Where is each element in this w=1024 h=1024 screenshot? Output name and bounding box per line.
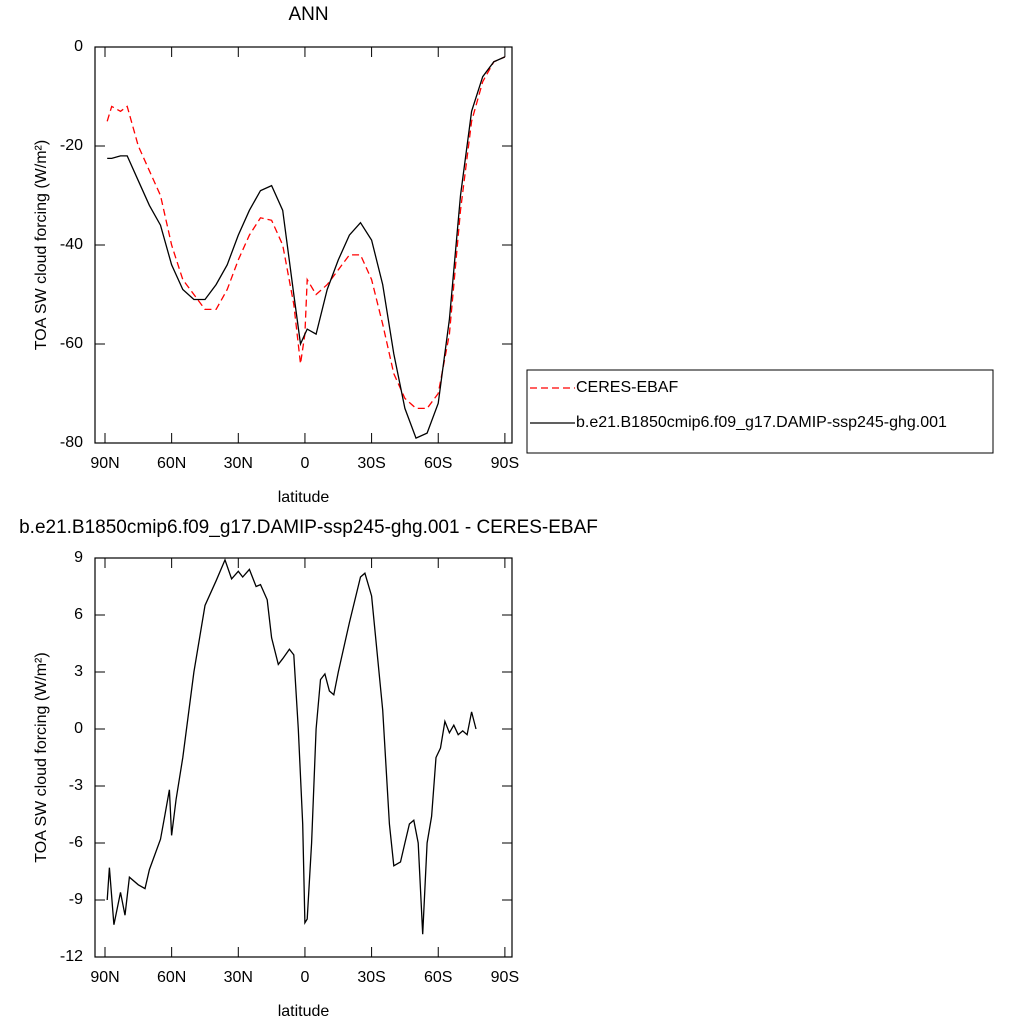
data-line [107, 56, 506, 439]
x-tick-label: 60S [424, 455, 452, 472]
x-tick-label: 90S [491, 969, 519, 986]
y-tick-label: 0 [74, 38, 83, 55]
data-line [106, 558, 477, 935]
x-axis-label: latitude [278, 489, 330, 506]
legend-label: CERES-EBAF [576, 379, 678, 396]
legend-box [526, 369, 994, 454]
x-tick-label: 90N [90, 969, 119, 986]
x-tick-label: 60S [424, 969, 452, 986]
x-axis-label: latitude [278, 1003, 330, 1020]
y-tick-label: -9 [69, 891, 83, 908]
y-tick-label: -60 [60, 335, 83, 352]
x-tick-label: 90N [90, 455, 119, 472]
x-tick-label: 0 [300, 969, 309, 986]
chart-title: ANN [288, 4, 328, 25]
data-line [106, 56, 506, 410]
y-tick-label: -12 [60, 948, 83, 965]
x-tick-label: 0 [300, 455, 309, 472]
chart-title: b.e21.B1850cmip6.f09_g17.DAMIP-ssp245-gh… [19, 517, 598, 538]
y-axis-label: TOA SW cloud forcing (W/m²) [33, 652, 50, 862]
x-tick-label: 90S [491, 455, 519, 472]
plot-frame [94, 46, 513, 444]
x-tick-label: 60N [157, 969, 186, 986]
x-tick-label: 30S [357, 969, 385, 986]
legend-label: b.e21.B1850cmip6.f09_g17.DAMIP-ssp245-gh… [576, 414, 947, 431]
x-tick-label: 30N [224, 969, 253, 986]
y-tick-label: 6 [74, 606, 83, 623]
y-tick-label: 3 [74, 663, 83, 680]
y-axis-label: TOA SW cloud forcing (W/m²) [33, 140, 50, 350]
y-tick-label: 9 [74, 549, 83, 566]
y-tick-label: -6 [69, 834, 83, 851]
y-tick-label: -40 [60, 236, 83, 253]
y-tick-label: -3 [69, 777, 83, 794]
y-tick-label: -80 [60, 434, 83, 451]
x-tick-label: 30N [224, 455, 253, 472]
x-tick-label: 60N [157, 455, 186, 472]
plot-frame [94, 557, 513, 958]
y-tick-label: -20 [60, 137, 83, 154]
x-tick-label: 30S [357, 455, 385, 472]
y-tick-label: 0 [74, 720, 83, 737]
